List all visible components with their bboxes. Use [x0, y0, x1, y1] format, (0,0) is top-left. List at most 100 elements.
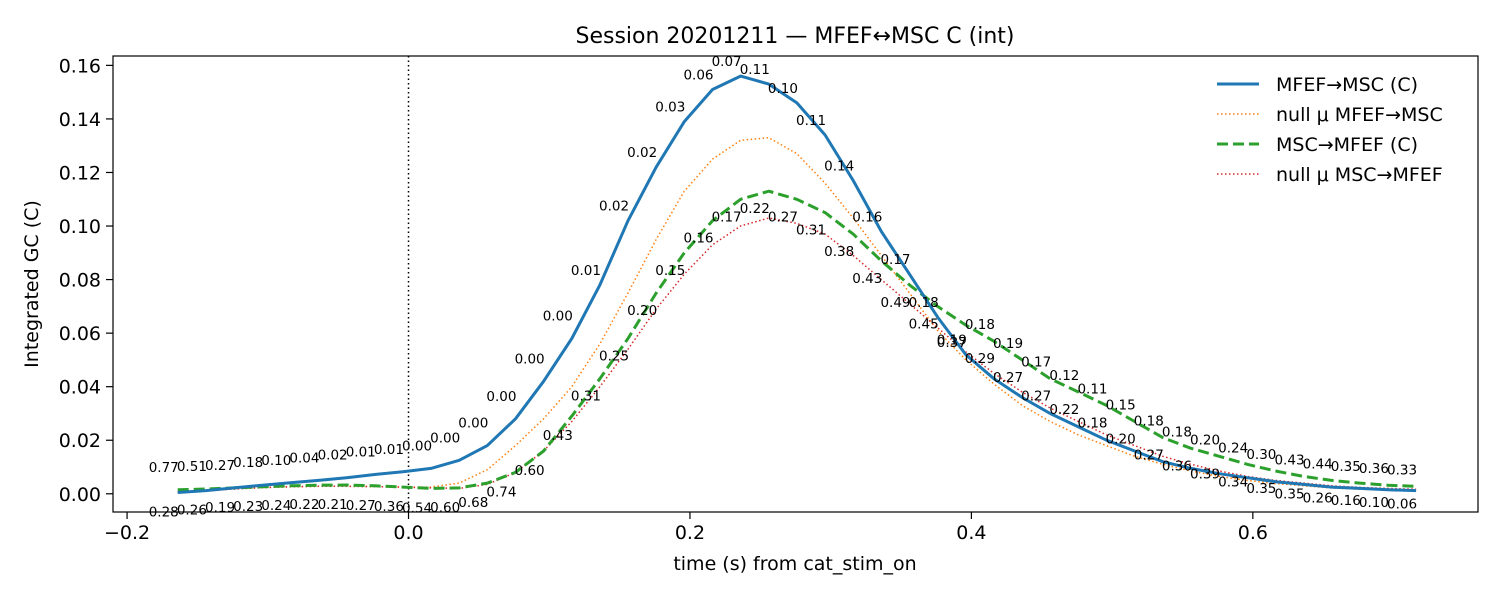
x-tick-label-2: 0.2	[675, 522, 705, 544]
y-tick-label-0: 0.00	[59, 484, 101, 506]
p-label-bwd-17: 0.02	[627, 145, 657, 161]
p-label-fwd-26: 0.49	[880, 295, 910, 311]
p-label-fwd-25: 0.43	[852, 271, 882, 287]
p-label-bwd-7: 0.01	[346, 445, 376, 461]
p-label-fwd-24: 0.38	[824, 244, 854, 260]
p-label-fwd-28: 0.37	[937, 335, 967, 351]
p-label-bwd-16: 0.02	[599, 199, 629, 215]
p-label-bwd-10: 0.00	[430, 430, 460, 446]
chart-title: Session 20201211 — MFEF↔MSC C (int)	[575, 24, 1014, 49]
y-tick-label-3: 0.06	[59, 323, 101, 345]
p-label-fwd-35: 0.27	[1134, 448, 1164, 464]
p-label-fwd-23: 0.31	[796, 223, 826, 239]
p-label-fwd-29: 0.29	[965, 351, 995, 367]
x-tick-label-4: 0.6	[1238, 522, 1268, 544]
y-tick-label-5: 0.10	[59, 216, 101, 238]
p-label-bwd-0: 0.77	[149, 460, 179, 476]
p-label-fwd-38: 0.34	[1218, 474, 1248, 490]
y-tick-label-2: 0.04	[59, 377, 101, 399]
p-label-bwd-40: 0.43	[1274, 452, 1304, 468]
p-label-fwd-11: 0.68	[458, 495, 488, 511]
p-label-bwd-39: 0.30	[1246, 447, 1276, 463]
p-label-fwd-4: 0.24	[261, 498, 291, 514]
p-label-fwd-15: 0.31	[571, 389, 601, 405]
p-label-fwd-7: 0.27	[346, 498, 376, 514]
p-label-fwd-22: 0.27	[768, 209, 798, 225]
p-label-bwd-36: 0.18	[1162, 424, 1192, 440]
p-label-bwd-14: 0.00	[543, 309, 573, 325]
p-label-bwd-41: 0.44	[1303, 456, 1333, 472]
legend-label-1: null μ MFEF→MSC	[1276, 104, 1443, 126]
p-label-bwd-5: 0.04	[289, 450, 319, 466]
p-label-fwd-6: 0.21	[318, 497, 348, 513]
p-label-fwd-34: 0.20	[1106, 432, 1136, 448]
p-label-bwd-28: 0.19	[937, 333, 967, 349]
p-label-fwd-27: 0.45	[909, 316, 939, 332]
series-line-0	[177, 74, 1417, 494]
p-label-bwd-15: 0.01	[571, 263, 601, 279]
p-label-bwd-3: 0.18	[233, 455, 263, 471]
p-label-bwd-12: 0.00	[486, 389, 516, 405]
y-tick-label-6: 0.12	[59, 162, 101, 184]
x-tick-label-3: 0.4	[956, 522, 986, 544]
p-label-bwd-44: 0.33	[1387, 462, 1417, 478]
p-label-bwd-23: 0.11	[796, 113, 826, 129]
p-label-fwd-10: 0.60	[430, 500, 460, 516]
p-label-fwd-18: 0.15	[655, 263, 685, 279]
p-label-fwd-30: 0.27	[993, 370, 1023, 386]
p-label-fwd-37: 0.39	[1190, 466, 1220, 482]
p-label-bwd-25: 0.16	[852, 209, 882, 225]
p-label-bwd-26: 0.17	[880, 252, 910, 268]
p-label-fwd-1: 0.26	[177, 503, 207, 519]
p-label-fwd-16: 0.25	[599, 349, 629, 365]
p-label-fwd-2: 0.19	[205, 500, 235, 516]
p-label-fwd-14: 0.43	[543, 428, 573, 444]
p-label-fwd-3: 0.23	[233, 499, 263, 515]
x-tick-label-1: 0.0	[393, 522, 423, 544]
p-label-fwd-21: 0.22	[740, 201, 770, 217]
p-label-bwd-20: 0.07	[712, 54, 742, 70]
y-tick-label-7: 0.14	[59, 109, 101, 131]
p-label-fwd-42: 0.16	[1331, 493, 1361, 509]
legend-label-3: null μ MSC→MFEF	[1276, 164, 1443, 186]
p-label-bwd-33: 0.11	[1077, 381, 1107, 397]
p-label-fwd-43: 0.10	[1359, 495, 1389, 511]
series-line-1	[177, 136, 1417, 493]
p-label-bwd-18: 0.03	[655, 100, 685, 116]
p-label-bwd-22: 0.10	[768, 81, 798, 97]
series-line-2	[177, 189, 1417, 492]
p-label-bwd-21: 0.11	[740, 62, 770, 78]
y-tick-label-1: 0.02	[59, 430, 101, 452]
p-label-bwd-2: 0.27	[205, 458, 235, 474]
p-label-bwd-38: 0.24	[1218, 440, 1248, 456]
series-line-3	[177, 217, 1417, 493]
p-label-fwd-19: 0.16	[683, 231, 713, 247]
p-label-bwd-37: 0.20	[1190, 432, 1220, 448]
p-label-fwd-17: 0.20	[627, 303, 657, 319]
p-label-fwd-33: 0.18	[1077, 415, 1107, 431]
legend-label-2: MSC→MFEF (C)	[1276, 134, 1418, 156]
p-label-bwd-27: 0.18	[909, 295, 939, 311]
p-label-bwd-30: 0.19	[993, 336, 1023, 352]
p-label-bwd-43: 0.36	[1359, 461, 1389, 477]
p-label-bwd-31: 0.17	[1021, 355, 1051, 371]
y-axis-label: Integrated GC (C)	[21, 200, 43, 368]
p-label-fwd-8: 0.36	[374, 499, 404, 515]
p-label-fwd-13: 0.60	[515, 463, 545, 479]
p-label-bwd-8: 0.01	[374, 442, 404, 458]
p-label-fwd-44: 0.06	[1387, 496, 1417, 512]
plot-frame	[112, 55, 1479, 513]
p-label-bwd-6: 0.02	[318, 448, 348, 464]
p-label-fwd-12: 0.74	[486, 484, 516, 500]
x-axis-label: time (s) from cat_stim_on	[673, 553, 916, 575]
p-label-fwd-9: 0.54	[402, 500, 432, 516]
p-label-bwd-9: 0.00	[402, 438, 432, 454]
p-label-fwd-20: 0.17	[712, 209, 742, 225]
y-tick-label-8: 0.16	[59, 55, 101, 77]
p-label-bwd-19: 0.06	[683, 68, 713, 84]
legend-label-0: MFEF→MSC (C)	[1276, 74, 1418, 96]
p-label-bwd-24: 0.14	[824, 159, 854, 175]
p-label-bwd-11: 0.00	[458, 416, 488, 432]
p-label-bwd-4: 0.10	[261, 453, 291, 469]
